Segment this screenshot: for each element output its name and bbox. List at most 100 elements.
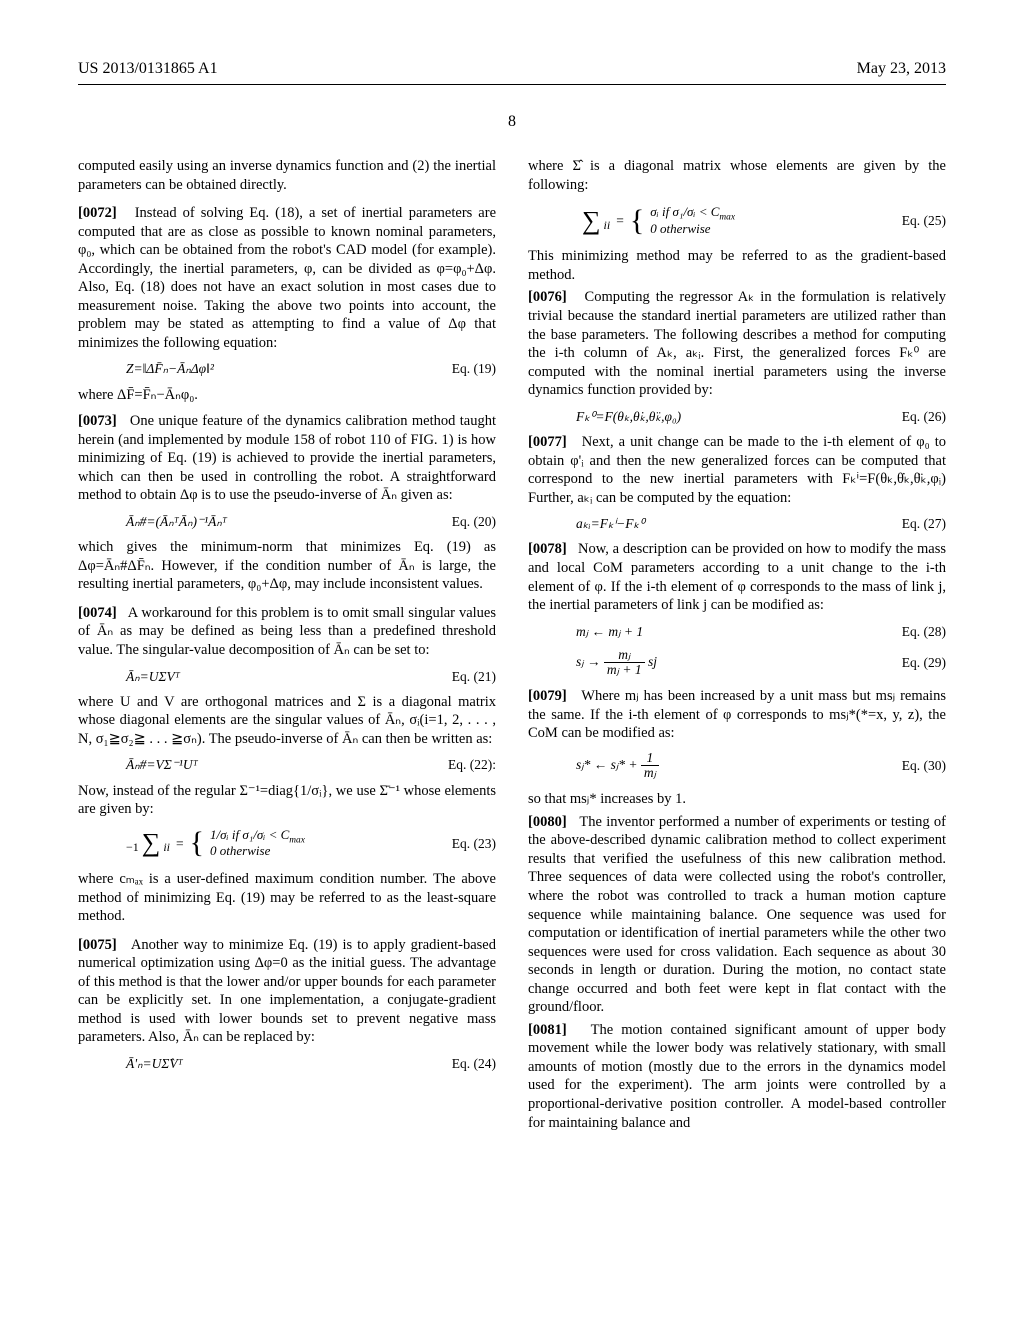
page-number: 8 bbox=[78, 113, 946, 131]
para-0073: [0073] One unique feature of the dynamic… bbox=[78, 412, 496, 505]
para-0073b: which gives the minimum-norm that minimi… bbox=[78, 538, 496, 594]
body-columns: computed easily using an inverse dynamic… bbox=[78, 157, 946, 1136]
where-19: where ΔF̄=F̄ₙ−Āₙφ₀. bbox=[78, 386, 496, 405]
case2: 0 otherwise bbox=[650, 221, 735, 238]
equation-26: Fₖ⁰=F(θₖ,θ̇ₖ,θ̈ₖ,φ₀) Eq. (26) bbox=[576, 408, 946, 425]
para-0072: [0072] Instead of solving Eq. (18), a se… bbox=[78, 204, 496, 352]
eq-label: Eq. (21) bbox=[452, 668, 496, 685]
eq-body: Āₙ#=(ĀₙᵀĀₙ)⁻¹Āₙᵀ bbox=[126, 513, 227, 530]
eq-label: Eq. (25) bbox=[902, 212, 946, 229]
para-text: Another way to minimize Eq. (19) is to a… bbox=[78, 937, 496, 1046]
eq-body: aₖᵢ=Fₖⁱ−Fₖ⁰ bbox=[576, 515, 645, 532]
eq30-num: 1 bbox=[641, 751, 659, 766]
sum-sub: ii bbox=[163, 840, 170, 854]
para-num: [0076] bbox=[528, 289, 567, 305]
page: US 2013/0131865 A1 May 23, 2013 8 comput… bbox=[0, 0, 1024, 1196]
case2: 0 otherwise bbox=[210, 843, 305, 860]
header-rule bbox=[78, 84, 946, 85]
para-0079b: so that msⱼ* increases by 1. bbox=[528, 790, 946, 809]
para-num: [0078] bbox=[528, 541, 567, 557]
eq-label: Eq. (29) bbox=[902, 654, 946, 671]
eq-label: Eq. (22): bbox=[448, 756, 496, 773]
para-0081: [0081] The motion contained significant … bbox=[528, 1021, 946, 1132]
eq-body: sⱼ → mⱼ mⱼ + 1 sj bbox=[576, 648, 657, 677]
eq-label: Eq. (20) bbox=[452, 513, 496, 530]
eq-body: Āₙ#=VΣ⁻¹Uᵀ bbox=[126, 756, 198, 773]
para-text: The motion contained significant amount … bbox=[528, 1022, 946, 1131]
para-0077: [0077] Next, a unit change can be made t… bbox=[528, 433, 946, 507]
para-num: [0075] bbox=[78, 937, 117, 953]
equation-24: Ā'ₙ=UΣ̂Vᵀ Eq. (24) bbox=[126, 1055, 496, 1072]
para-text: One unique feature of the dynamics calib… bbox=[78, 413, 496, 503]
para-0078: [0078] Now, a description can be provide… bbox=[528, 540, 946, 614]
para-text: The inventor performed a number of exper… bbox=[528, 814, 946, 1015]
eq-label: Eq. (30) bbox=[902, 757, 946, 774]
para-num: [0081] bbox=[528, 1022, 567, 1038]
para-0075: [0075] Another way to minimize Eq. (19) … bbox=[78, 936, 496, 1047]
eq-label: Eq. (23) bbox=[452, 835, 496, 852]
eq-body: Fₖ⁰=F(θₖ,θ̇ₖ,θ̈ₖ,φ₀) bbox=[576, 408, 681, 425]
eq29-lhs: sⱼ → bbox=[576, 654, 601, 669]
eq29-den: mⱼ + 1 bbox=[604, 663, 645, 677]
equation-30: sⱼ* ← sⱼ* + 1 mⱼ Eq. (30) bbox=[576, 751, 946, 780]
sum-sup: −1 bbox=[126, 840, 139, 854]
left-column: computed easily using an inverse dynamic… bbox=[78, 157, 496, 1136]
para-num: [0074] bbox=[78, 605, 117, 621]
para-text: Where mⱼ has been increased by a unit ma… bbox=[528, 688, 946, 741]
para-num: [0073] bbox=[78, 413, 117, 429]
para-0074: [0074] A workaround for this problem is … bbox=[78, 604, 496, 660]
para-text: Next, a unit change can be made to the i… bbox=[528, 434, 946, 506]
para-text: Instead of solving Eq. (18), a set of in… bbox=[78, 205, 496, 351]
eq-body: Z=‖ΔF̄ₙ−ĀₙΔφ‖² bbox=[126, 360, 214, 377]
para-num: [0079] bbox=[528, 688, 567, 704]
para-0079: [0079] Where mⱼ has been increased by a … bbox=[528, 687, 946, 743]
case1: σᵢ if σ₁/σᵢ < C bbox=[650, 204, 719, 219]
cmax-sub: max bbox=[719, 213, 735, 223]
intro-continuation: computed easily using an inverse dynamic… bbox=[78, 157, 496, 194]
eq-body: Āₙ=UΣVᵀ bbox=[126, 668, 180, 685]
para-0075b: This minimizing method may be referred t… bbox=[528, 247, 946, 284]
para-num: [0080] bbox=[528, 814, 567, 830]
header-left: US 2013/0131865 A1 bbox=[78, 60, 218, 78]
para-0080: [0080] The inventor performed a number o… bbox=[528, 813, 946, 1017]
eq-label: Eq. (24) bbox=[452, 1055, 496, 1072]
para-text: A workaround for this problem is to omit… bbox=[78, 605, 496, 658]
para-text: Now, a description can be provided on ho… bbox=[528, 541, 946, 613]
header-right: May 23, 2013 bbox=[857, 60, 946, 78]
equation-27: aₖᵢ=Fₖⁱ−Fₖ⁰ Eq. (27) bbox=[576, 515, 946, 532]
sum-sub: ii bbox=[604, 218, 611, 232]
equation-25: ∑ ii = { σᵢ if σ₁/σᵢ < Cmax 0 otherwise … bbox=[576, 204, 946, 237]
right-intro: where Σ̂ is a diagonal matrix whose elem… bbox=[528, 157, 946, 194]
para-text: Computing the regressor Aₖ in the formul… bbox=[528, 289, 946, 398]
page-header: US 2013/0131865 A1 May 23, 2013 bbox=[78, 60, 946, 78]
eq30-den: mⱼ bbox=[641, 766, 659, 780]
para-num: [0072] bbox=[78, 205, 117, 221]
right-column: where Σ̂ is a diagonal matrix whose elem… bbox=[528, 157, 946, 1136]
eq-body: −1 ∑ ii = { 1/σᵢ if σ₁/σᵢ < Cmax 0 other… bbox=[126, 827, 305, 860]
eq-body: ∑ ii = { σᵢ if σ₁/σᵢ < Cmax 0 otherwise bbox=[576, 204, 735, 237]
equation-20: Āₙ#=(ĀₙᵀĀₙ)⁻¹Āₙᵀ Eq. (20) bbox=[126, 513, 496, 530]
case1: 1/σᵢ if σ₁/σᵢ < C bbox=[210, 827, 289, 842]
equation-23: −1 ∑ ii = { 1/σᵢ if σ₁/σᵢ < Cmax 0 other… bbox=[126, 827, 496, 860]
sum-symbol: ∑ ii bbox=[576, 210, 610, 232]
equation-21: Āₙ=UΣVᵀ Eq. (21) bbox=[126, 668, 496, 685]
eq-body: Ā'ₙ=UΣ̂Vᵀ bbox=[126, 1055, 183, 1072]
para-num: [0077] bbox=[528, 434, 567, 450]
eq-label: Eq. (26) bbox=[902, 408, 946, 425]
para-0074d: where cₘₐₓ is a user-defined maximum con… bbox=[78, 870, 496, 926]
para-0076: [0076] Computing the regressor Aₖ in the… bbox=[528, 288, 946, 399]
sum-symbol: −1 ∑ ii bbox=[126, 832, 170, 854]
eq-label: Eq. (19) bbox=[452, 360, 496, 377]
equation-29: sⱼ → mⱼ mⱼ + 1 sj Eq. (29) bbox=[576, 648, 946, 677]
eq29-rhs: sj bbox=[648, 654, 657, 669]
para-0074c: Now, instead of the regular Σ⁻¹=diag{1/σ… bbox=[78, 782, 496, 819]
cmax-sub: max bbox=[289, 835, 305, 845]
equation-22: Āₙ#=VΣ⁻¹Uᵀ Eq. (22): bbox=[126, 756, 496, 773]
equation-28: mⱼ ← mⱼ + 1 Eq. (28) bbox=[576, 623, 946, 640]
para-0074b: where U and V are orthogonal matrices an… bbox=[78, 693, 496, 749]
eq-body: mⱼ ← mⱼ + 1 bbox=[576, 623, 643, 640]
equation-19: Z=‖ΔF̄ₙ−ĀₙΔφ‖² Eq. (19) bbox=[126, 360, 496, 377]
eq29-num: mⱼ bbox=[604, 648, 645, 663]
eq-body: sⱼ* ← sⱼ* + 1 mⱼ bbox=[576, 751, 659, 780]
eq-label: Eq. (27) bbox=[902, 515, 946, 532]
